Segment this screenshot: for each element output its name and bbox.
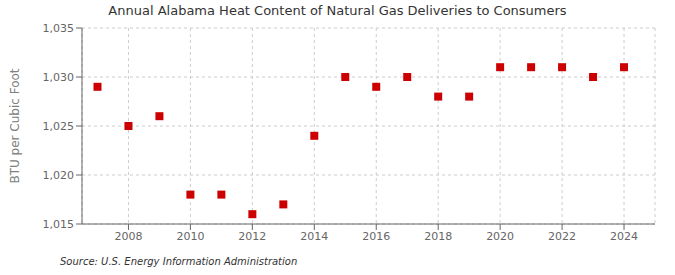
html-text:Annual Alabama Heat Content of: Annual Alabama Heat Content of Natural G…	[108, 3, 567, 18]
svg-text:2020: 2020	[486, 230, 514, 243]
svg-text:2014: 2014	[300, 230, 328, 243]
svg-text:2022: 2022	[548, 230, 576, 243]
svg-text:2018: 2018	[424, 230, 452, 243]
svg-text:2024: 2024	[610, 230, 638, 243]
svg-text:1,020: 1,020	[43, 169, 75, 182]
svg-text:1,035: 1,035	[43, 22, 75, 35]
svg-text:2010: 2010	[176, 230, 204, 243]
svg-text:1,025: 1,025	[43, 120, 75, 133]
svg-text:1,030: 1,030	[43, 71, 75, 84]
svg-text:BTU per Cubic Foot: BTU per Cubic Foot	[8, 68, 22, 183]
svg-text:2016: 2016	[362, 230, 390, 243]
svg-text:1,015: 1,015	[43, 218, 75, 231]
svg-text:2008: 2008	[114, 230, 142, 243]
html-text:Source: U.S. Energy Informatio: Source: U.S. Energy Information Administ…	[60, 256, 298, 267]
svg-text:2012: 2012	[238, 230, 266, 243]
